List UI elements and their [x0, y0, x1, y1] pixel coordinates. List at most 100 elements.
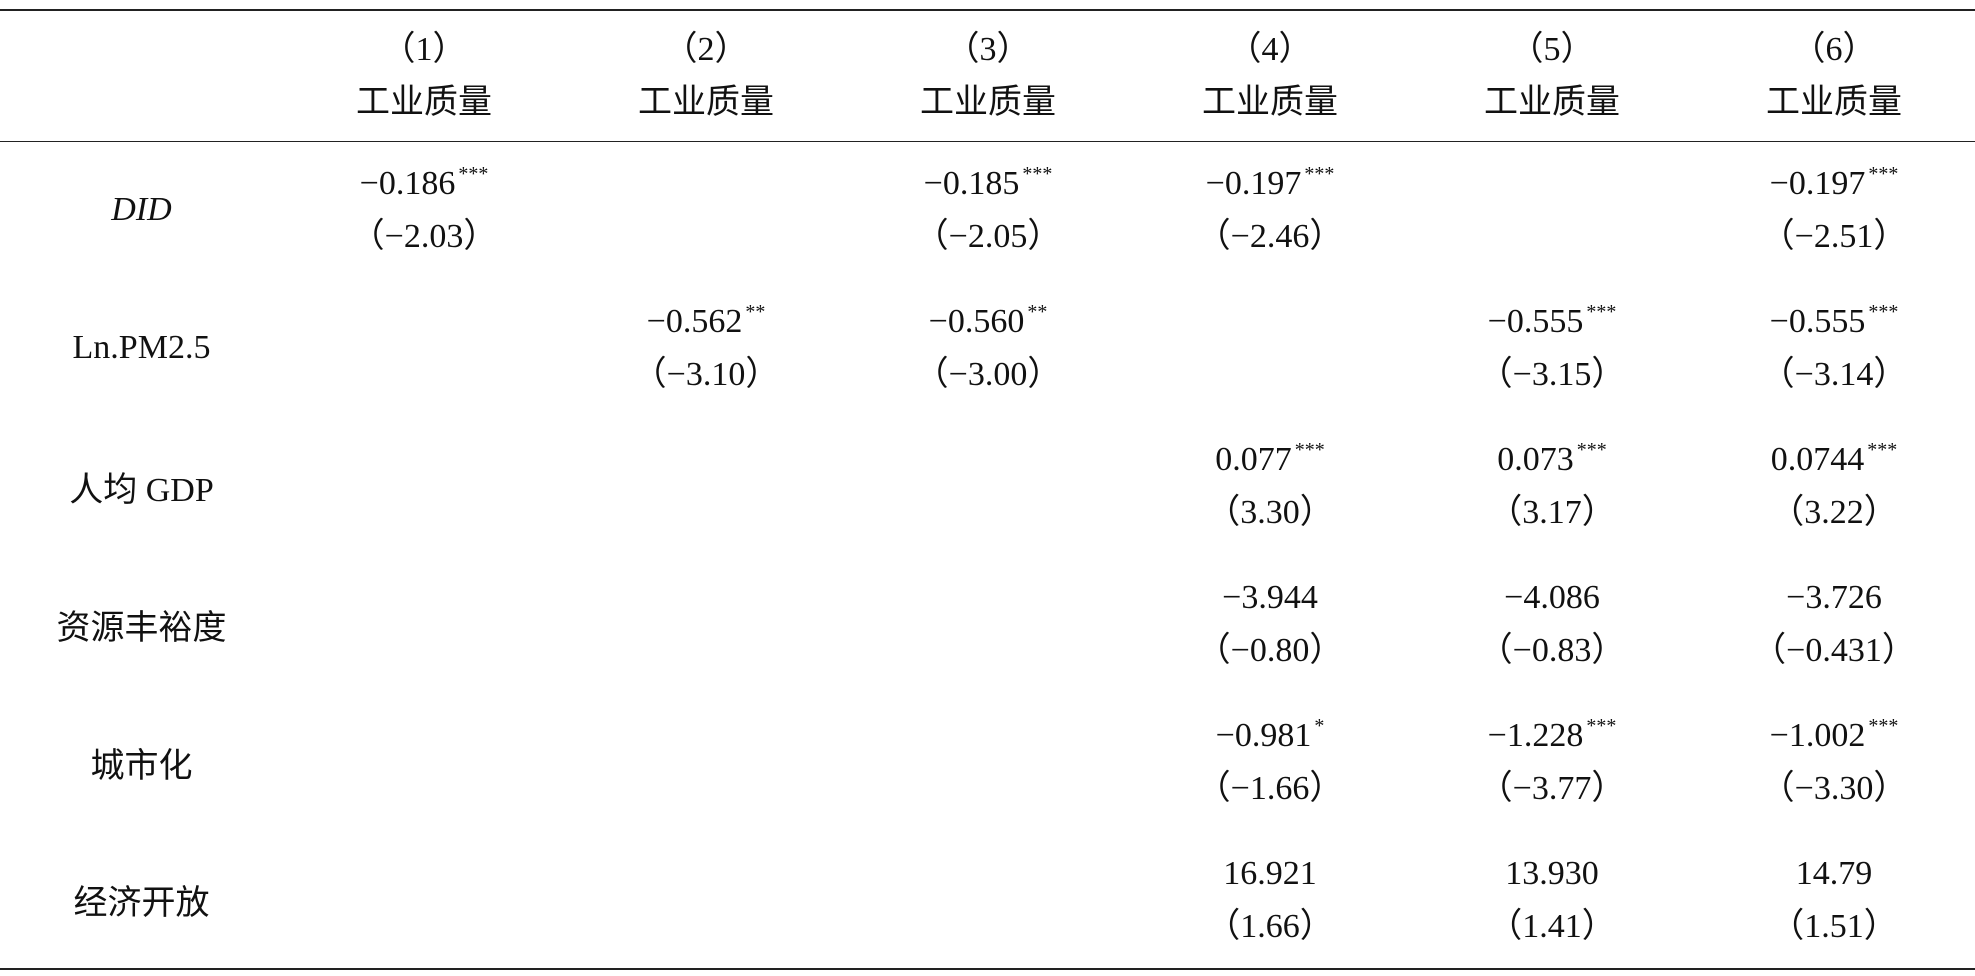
column-header: （3） 工业质量	[847, 10, 1129, 141]
t-statistic: （−1.66）	[1196, 770, 1344, 807]
coefficient: 13.930	[1505, 854, 1599, 892]
table-row: Ln.PM2.5 −0.562 ** （−3.10） −0.560 ** （−3.00） −0…	[0, 279, 1975, 417]
table-cell: −3.944 （−0.80）	[1129, 555, 1411, 693]
coefficient: −4.086	[1504, 579, 1600, 616]
column-header: （5） 工业质量	[1411, 10, 1693, 141]
row-label: DID	[111, 191, 172, 229]
t-statistic: （−3.14）	[1760, 356, 1908, 393]
significance-stars: ***	[1868, 163, 1899, 186]
corner-cell	[0, 10, 283, 141]
significance-stars: *	[1314, 715, 1325, 737]
table-cell: 14.79 （1.51）	[1693, 831, 1975, 969]
table-cell	[283, 555, 565, 693]
column-header: （2） 工业质量	[565, 10, 847, 141]
significance-stars: ***	[1867, 439, 1898, 461]
coefficient-line: 14.79	[1693, 847, 1975, 900]
coefficient-line: −0.981 *	[1129, 709, 1411, 762]
coefficient-line: −0.197 ***	[1129, 157, 1411, 210]
coefficient-line: 13.930	[1411, 847, 1693, 900]
coefficient: −3.726	[1786, 579, 1882, 616]
significance-stars: ***	[1294, 439, 1325, 461]
column-header: （1） 工业质量	[283, 10, 565, 141]
coefficient-line: −0.197 ***	[1693, 157, 1975, 210]
coefficient: −3.944	[1222, 579, 1318, 616]
row-label: 城市化	[90, 747, 193, 785]
row-label: 人均 GDP	[69, 471, 214, 509]
t-statistic: （1.66）	[1206, 907, 1334, 945]
coefficient: 14.79	[1795, 854, 1873, 892]
table-cell: −1.228 *** （−3.77）	[1411, 693, 1693, 831]
t-statistic: （1.41）	[1488, 907, 1616, 945]
column-number: （3）	[945, 30, 1031, 68]
table-cell	[565, 831, 847, 969]
table-cell: −0.185 *** （−2.05）	[847, 141, 1129, 279]
column-label: 工业质量	[1202, 83, 1338, 121]
table-cell: −0.560 ** （−3.00）	[847, 279, 1129, 417]
table-cell: 0.0744 *** （3.22）	[1693, 417, 1975, 555]
significance-stars: **	[1027, 301, 1048, 323]
table-container: （1） 工业质量 （2） 工业质量 （3） 工业质量 （4） 工业质量 （5） 工业质量 （6） 工业…	[0, 9, 1975, 970]
table-cell: 16.921 （1.66）	[1129, 831, 1411, 969]
t-statistic: （−3.77）	[1478, 770, 1626, 807]
coefficient-line: 0.073 ***	[1411, 433, 1693, 486]
table-cell: −0.981 * （−1.66）	[1129, 693, 1411, 831]
coefficient: 0.0744	[1770, 441, 1865, 478]
regression-table: （1） 工业质量 （2） 工业质量 （3） 工业质量 （4） 工业质量 （5） 工业质量 （6） 工业…	[0, 9, 1975, 970]
table-cell	[565, 555, 847, 693]
coefficient: −0.981	[1215, 717, 1312, 754]
table-row: 经济开放 16.921 （1.66） 13.930 （1.41） 14.79 （1.51）	[0, 831, 1975, 969]
table-row: 城市化 −0.981 * （−1.66） −1.228 *** （−3.77） −1.002 *…	[0, 693, 1975, 831]
significance-stars: ***	[1304, 163, 1335, 186]
column-header: （4） 工业质量	[1129, 10, 1411, 141]
significance-stars: ***	[458, 163, 489, 186]
table-cell: −0.562 ** （−3.10）	[565, 279, 847, 417]
table-cell: −0.197 *** （−2.51）	[1693, 141, 1975, 279]
table-cell: −4.086 （−0.83）	[1411, 555, 1693, 693]
t-statistic: （3.17）	[1488, 494, 1616, 531]
row-label: 资源丰裕度	[56, 609, 227, 647]
table-cell: 13.930 （1.41）	[1411, 831, 1693, 969]
column-label: 工业质量	[356, 83, 492, 121]
column-number: （1）	[381, 30, 467, 68]
significance-stars: ***	[1576, 439, 1607, 461]
coefficient-line: −4.086	[1411, 571, 1693, 624]
significance-stars: ***	[1586, 301, 1617, 323]
table-cell	[283, 831, 565, 969]
table-cell	[847, 555, 1129, 693]
table-cell	[847, 831, 1129, 969]
coefficient: 0.077	[1215, 441, 1292, 478]
coefficient: −1.002	[1769, 717, 1866, 754]
coefficient-line: −0.555 ***	[1693, 295, 1975, 348]
table-cell	[847, 417, 1129, 555]
table-cell: 0.073 *** （3.17）	[1411, 417, 1693, 555]
t-statistic: （−2.03）	[350, 218, 498, 256]
column-label: 工业质量	[1766, 83, 1902, 121]
row-label: 经济开放	[73, 885, 210, 922]
t-statistic: （−3.00）	[914, 356, 1062, 393]
table-cell	[565, 141, 847, 279]
coefficient: −0.562	[646, 303, 743, 340]
coefficient: −0.555	[1769, 303, 1866, 340]
t-statistic: （−0.83）	[1478, 632, 1626, 669]
significance-stars: ***	[1868, 715, 1899, 737]
column-number: （2）	[663, 30, 749, 68]
t-statistic: （1.51）	[1770, 907, 1898, 945]
coefficient: −0.185	[923, 165, 1020, 203]
table-body: DID −0.186 *** （−2.03） −0.185 *** （−2.05） −0.19…	[0, 141, 1975, 969]
t-statistic: （−3.10）	[632, 356, 780, 393]
coefficient-line: −3.944	[1129, 571, 1411, 624]
column-number: （4）	[1227, 30, 1313, 68]
table-cell: −0.197 *** （−2.46）	[1129, 141, 1411, 279]
table-cell	[847, 693, 1129, 831]
coefficient-line: −1.002 ***	[1693, 709, 1975, 762]
table-row: 资源丰裕度 −3.944 （−0.80） −4.086 （−0.83） −3.726 （−0…	[0, 555, 1975, 693]
t-statistic: （−0.431）	[1752, 632, 1916, 669]
table-cell	[1411, 141, 1693, 279]
coefficient: −0.555	[1487, 303, 1584, 340]
coefficient: 16.921	[1223, 854, 1317, 892]
coefficient-line: 0.077 ***	[1129, 433, 1411, 486]
table-cell	[283, 693, 565, 831]
table-cell: −0.186 *** （−2.03）	[283, 141, 565, 279]
coefficient: −0.197	[1205, 165, 1302, 203]
